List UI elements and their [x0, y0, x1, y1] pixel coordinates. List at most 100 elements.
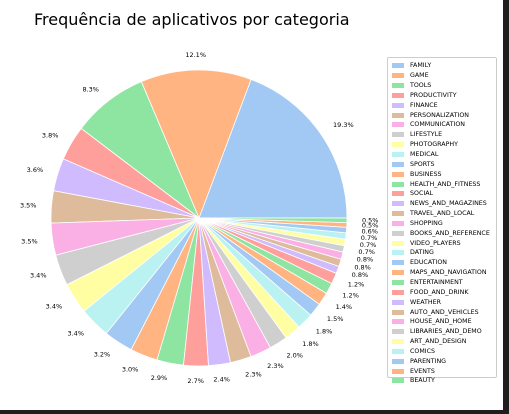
legend-label: COMICS	[410, 348, 435, 355]
legend-item-productivity: PRODUCTIVITY	[392, 91, 496, 101]
legend-swatch	[392, 359, 404, 364]
pct-label-family: 19.3%	[333, 121, 354, 129]
pct-label-books-and-reference: 2.0%	[286, 352, 303, 360]
legend-swatch	[392, 103, 404, 108]
legend-swatch	[392, 250, 404, 255]
legend-label: FAMILY	[410, 62, 431, 69]
legend-label: FOOD_AND_DRINK	[410, 289, 468, 296]
legend-label: COMMUNICATION	[410, 121, 465, 128]
legend-label: ART_AND_DESIGN	[410, 338, 467, 345]
legend-swatch	[392, 182, 404, 187]
legend-label: PARENTING	[410, 358, 446, 365]
pct-label-tools: 8.3%	[82, 85, 99, 93]
legend-swatch	[392, 280, 404, 285]
legend-label: HOUSE_AND_HOME	[410, 318, 472, 325]
pct-label-business: 3.0%	[122, 365, 139, 373]
legend-label: MEDICAL	[410, 151, 438, 158]
pct-label-video-players: 1.8%	[302, 340, 319, 348]
legend-label: PRODUCTIVITY	[410, 92, 457, 99]
legend-swatch	[392, 260, 404, 265]
legend-item-photography: PHOTOGRAPHY	[392, 140, 496, 150]
pct-label-productivity: 3.8%	[42, 132, 59, 140]
legend-label: GAME	[410, 72, 429, 79]
legend-item-tools: TOOLS	[392, 81, 496, 91]
legend-swatch	[392, 329, 404, 334]
pct-label-health-and-fitness: 2.9%	[151, 374, 168, 382]
pct-label-communication: 3.5%	[21, 237, 38, 245]
chart-legend: FAMILY GAME TOOLS PRODUCTIVITY FINANCE PERSON…	[387, 57, 497, 378]
legend-item-libraries-and-demo: LIBRARIES_AND_DEMO	[392, 327, 496, 337]
legend-item-news-and-magazines: NEWS_AND_MAGAZINES	[392, 199, 496, 209]
legend-item-art-and-design: ART_AND_DESIGN	[392, 337, 496, 347]
legend-label: HEALTH_AND_FITNESS	[410, 181, 480, 188]
legend-label: EVENTS	[410, 368, 435, 375]
pct-label-news-and-magazines: 2.4%	[213, 375, 230, 383]
legend-item-business: BUSINESS	[392, 169, 496, 179]
legend-item-beauty: BEAUTY	[392, 376, 496, 386]
legend-item-entertainment: ENTERTAINMENT	[392, 278, 496, 288]
pct-label-entertainment: 1.2%	[342, 292, 359, 300]
legend-swatch	[392, 300, 404, 305]
pct-label-personalization: 3.5%	[20, 202, 37, 210]
legend-label: BUSINESS	[410, 171, 441, 178]
legend-item-medical: MEDICAL	[392, 150, 496, 160]
legend-label: EDUCATION	[410, 259, 447, 266]
legend-swatch	[392, 83, 404, 88]
legend-swatch	[392, 231, 404, 236]
legend-swatch	[392, 369, 404, 374]
legend-item-events: EVENTS	[392, 366, 496, 376]
pct-label-dating: 1.8%	[316, 328, 333, 336]
legend-item-family: FAMILY	[392, 61, 496, 71]
legend-swatch	[392, 349, 404, 354]
legend-swatch	[392, 211, 404, 216]
legend-item-books-and-reference: BOOKS_AND_REFERENCE	[392, 228, 496, 238]
legend-label: AUTO_AND_VEHICLES	[410, 309, 479, 316]
legend-label: TOOLS	[410, 82, 431, 89]
legend-swatch	[392, 63, 404, 68]
legend-swatch	[392, 339, 404, 344]
legend-item-house-and-home: HOUSE_AND_HOME	[392, 317, 496, 327]
legend-item-food-and-drink: FOOD_AND_DRINK	[392, 287, 496, 297]
pct-label-education: 1.5%	[327, 315, 344, 323]
legend-swatch	[392, 113, 404, 118]
legend-item-parenting: PARENTING	[392, 356, 496, 366]
legend-swatch	[392, 162, 404, 167]
pct-label-house-and-home: 0.8%	[357, 255, 374, 263]
legend-item-dating: DATING	[392, 248, 496, 258]
pct-label-art-and-design: 0.7%	[360, 241, 377, 249]
pct-label-game: 12.1%	[185, 51, 206, 59]
legend-label: SHOPPING	[410, 220, 443, 227]
legend-swatch	[392, 122, 404, 127]
pct-label-beauty: 0.5%	[362, 217, 379, 225]
legend-swatch	[392, 93, 404, 98]
pct-label-shopping: 2.3%	[267, 362, 284, 370]
pct-label-libraries-and-demo: 0.7%	[358, 248, 375, 256]
legend-label: LIBRARIES_AND_DEMO	[410, 328, 482, 335]
legend-swatch	[392, 221, 404, 226]
pct-label-medical: 3.4%	[67, 330, 84, 338]
legend-label: PERSONALIZATION	[410, 112, 469, 119]
legend-item-finance: FINANCE	[392, 100, 496, 110]
pct-label-sports: 3.2%	[94, 351, 111, 359]
legend-swatch	[392, 152, 404, 157]
legend-label: WEATHER	[410, 299, 441, 306]
legend-label: NEWS_AND_MAGAZINES	[410, 200, 487, 207]
legend-item-personalization: PERSONALIZATION	[392, 110, 496, 120]
pct-label-food-and-drink: 1.2%	[348, 281, 365, 289]
legend-swatch	[392, 310, 404, 315]
pct-label-maps-and-navigation: 1.4%	[336, 303, 353, 311]
pct-label-auto-and-vehicles: 0.8%	[354, 263, 371, 271]
legend-swatch	[392, 270, 404, 275]
legend-label: ENTERTAINMENT	[410, 279, 463, 286]
legend-swatch	[392, 132, 404, 137]
legend-item-video-players: VIDEO_PLAYERS	[392, 238, 496, 248]
legend-item-weather: WEATHER	[392, 297, 496, 307]
legend-swatch	[392, 290, 404, 295]
legend-label: FINANCE	[410, 102, 438, 109]
legend-label: BOOKS_AND_REFERENCE	[410, 230, 490, 237]
legend-item-auto-and-vehicles: AUTO_AND_VEHICLES	[392, 307, 496, 317]
legend-item-maps-and-navigation: MAPS_AND_NAVIGATION	[392, 268, 496, 278]
legend-item-sports: SPORTS	[392, 159, 496, 169]
legend-swatch	[392, 241, 404, 246]
legend-swatch	[392, 172, 404, 177]
